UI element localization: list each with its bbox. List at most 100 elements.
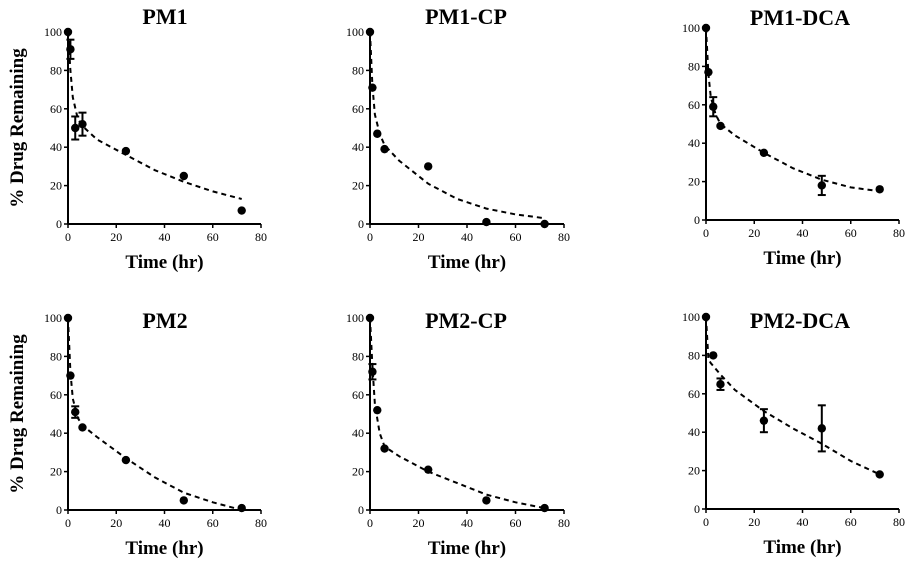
panel-4-y-axis-label: % Drug Remaining bbox=[7, 334, 28, 494]
panel-2-y-tick-label: 100 bbox=[346, 25, 364, 39]
panel-3-data-point bbox=[875, 185, 884, 194]
panel-3-x-tick-label: 40 bbox=[797, 226, 809, 240]
panel-5-x-tick-label: 80 bbox=[558, 516, 570, 530]
panel-5-x-axis-label: Time (hr) bbox=[428, 538, 506, 559]
panel-3-data-point bbox=[704, 67, 713, 77]
panel-4-y-tick-label: 0 bbox=[56, 503, 62, 517]
panel-4-title: PM2 bbox=[142, 308, 187, 333]
panel-2-fit-curve bbox=[369, 31, 545, 220]
panel-2-data-point bbox=[365, 27, 375, 37]
panel-3-x-tick-label: 80 bbox=[893, 226, 905, 240]
panel-2-y-tick-label: 60 bbox=[352, 102, 364, 116]
panel-2-y-tick-label: 20 bbox=[352, 179, 364, 193]
panel-2-y-tick-label: 0 bbox=[358, 217, 364, 231]
panel-3-title: PM1-DCA bbox=[750, 5, 850, 30]
panel-2-data-point bbox=[424, 162, 433, 171]
panel-1-data-point bbox=[78, 119, 87, 129]
panel-2-x-tick-label: 40 bbox=[461, 230, 473, 244]
panel-5-fit-curve bbox=[369, 317, 545, 510]
panel-4-x-tick-label: 20 bbox=[110, 516, 122, 530]
panel-5-data-point bbox=[424, 465, 433, 474]
panel-1-y-tick-label: 40 bbox=[50, 140, 62, 154]
panel-1-x-tick-label: 40 bbox=[159, 230, 171, 244]
panel-4-data-point bbox=[179, 496, 188, 505]
panel-1-title: PM1 bbox=[142, 4, 187, 29]
panel-6-x-tick-label: 40 bbox=[797, 515, 809, 529]
panel-4-y-tick-label: 20 bbox=[50, 465, 62, 479]
panel-6-data-point bbox=[817, 424, 826, 433]
panel-6-x-tick-label: 0 bbox=[703, 515, 709, 529]
panel-1-y-tick-label: 20 bbox=[50, 179, 62, 193]
panel-2-x-tick-label: 20 bbox=[413, 230, 425, 244]
panel-3-y-tick-label: 20 bbox=[688, 175, 700, 189]
panel-2-y-tick-label: 80 bbox=[352, 63, 364, 77]
panel-4-y-tick-label: 60 bbox=[50, 388, 62, 402]
panel-6-data-point bbox=[716, 380, 725, 389]
panel-3-y-tick-label: 80 bbox=[688, 59, 700, 73]
panel-5-data-point bbox=[365, 313, 375, 323]
panel-1-y-tick-label: 80 bbox=[50, 63, 62, 77]
panel-3-data-point bbox=[709, 102, 718, 111]
panel-3-fit-curve bbox=[705, 27, 880, 193]
panel-2-data-point bbox=[482, 217, 491, 227]
panel-3-data-point bbox=[716, 121, 725, 131]
panel-5-x-tick-label: 40 bbox=[461, 516, 473, 530]
panel-5-x-tick-label: 60 bbox=[510, 516, 522, 530]
panel-6-data-point bbox=[759, 416, 769, 425]
panel-5-y-tick-label: 20 bbox=[352, 465, 364, 479]
panel-5-y-tick-label: 60 bbox=[352, 388, 364, 402]
panel-3-data-point bbox=[817, 181, 826, 190]
panel-4-y-tick-label: 100 bbox=[44, 311, 62, 325]
panel-1-y-tick-label: 100 bbox=[44, 25, 62, 39]
panel-2-x-axis-label: Time (hr) bbox=[428, 252, 506, 273]
panel-4-x-tick-label: 80 bbox=[255, 516, 267, 530]
panel-1-x-tick-label: 80 bbox=[255, 230, 267, 244]
panel-4-y-tick-label: 80 bbox=[50, 349, 62, 363]
panel-6-y-tick-label: 60 bbox=[688, 387, 700, 401]
panel-2-y-tick-label: 40 bbox=[352, 140, 364, 154]
panel-1-data-point bbox=[71, 123, 80, 133]
panel-5-x-tick-label: 0 bbox=[367, 516, 373, 530]
panel-5-title: PM2-CP bbox=[425, 308, 507, 333]
panel-3-y-tick-label: 40 bbox=[688, 136, 700, 150]
panel-1-data-point bbox=[66, 45, 75, 54]
panel-5-y-tick-label: 100 bbox=[346, 311, 364, 325]
panel-2-x-tick-label: 60 bbox=[510, 230, 522, 244]
panel-3-x-tick-label: 20 bbox=[748, 226, 760, 240]
panel-5-data-point bbox=[482, 496, 491, 505]
panel-3-data-point bbox=[759, 148, 769, 157]
panel-6-data-point bbox=[709, 351, 718, 360]
panel-5-y-tick-label: 40 bbox=[352, 426, 364, 440]
panel-5-y-tick-label: 80 bbox=[352, 349, 364, 363]
panel-1-y-axis-label: % Drug Remaining bbox=[7, 48, 28, 208]
panel-1-y-tick-label: 0 bbox=[56, 217, 62, 231]
panel-2-data-point bbox=[380, 144, 389, 154]
panel-3-x-tick-label: 0 bbox=[703, 226, 709, 240]
panel-1-x-tick-label: 60 bbox=[207, 230, 219, 244]
panel-4-y-tick-label: 40 bbox=[50, 426, 62, 440]
panel-2-x-tick-label: 0 bbox=[367, 230, 373, 244]
panel-1-fit-curve bbox=[67, 31, 242, 200]
panel-4-data-point bbox=[63, 313, 73, 323]
panel-1-x-axis-label: Time (hr) bbox=[125, 252, 203, 273]
panel-6-x-tick-label: 80 bbox=[893, 515, 905, 529]
panel-4-x-tick-label: 0 bbox=[65, 516, 71, 530]
panel-5-y-tick-label: 0 bbox=[358, 503, 364, 517]
panel-2-data-point bbox=[373, 129, 382, 138]
panel-6-x-tick-label: 20 bbox=[748, 515, 760, 529]
panel-4-fit-curve bbox=[67, 317, 242, 511]
panel-5-data-point bbox=[380, 444, 389, 453]
panel-1-data-point bbox=[121, 146, 131, 156]
panel-4-data-point bbox=[71, 407, 80, 417]
panel-6-y-tick-label: 20 bbox=[688, 464, 700, 478]
panel-3-y-tick-label: 60 bbox=[688, 98, 700, 112]
panel-1-data-point bbox=[63, 27, 73, 37]
panel-4-data-point bbox=[78, 423, 87, 432]
panel-6-y-tick-label: 0 bbox=[694, 502, 700, 516]
panel-4-x-axis-label: Time (hr) bbox=[125, 538, 203, 559]
panel-1-x-tick-label: 20 bbox=[110, 230, 122, 244]
panel-5-data-point bbox=[373, 405, 382, 415]
panel-1-data-point bbox=[237, 206, 246, 215]
panel-4-data-point bbox=[121, 455, 131, 465]
